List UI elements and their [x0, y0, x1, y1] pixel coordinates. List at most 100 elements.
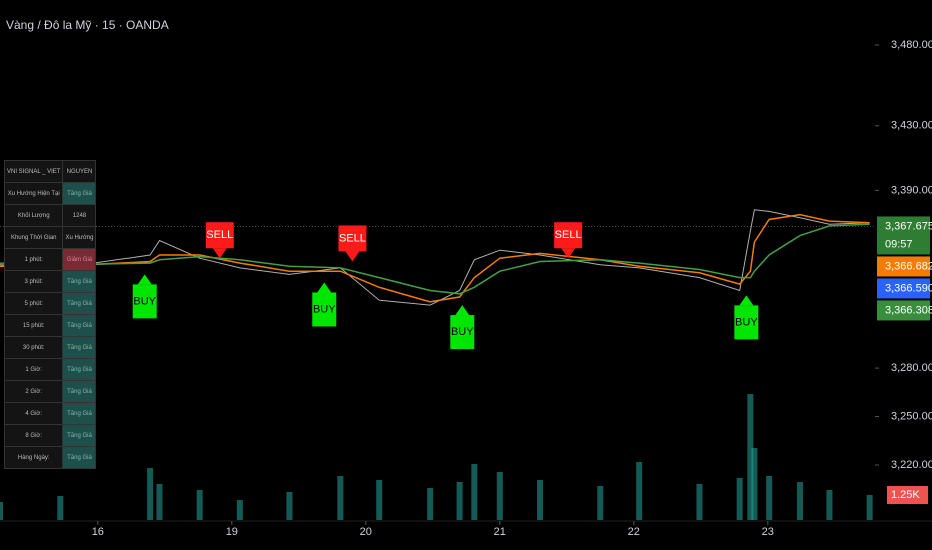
y-tick-label: 3,220.000 [891, 459, 932, 471]
volume-bar [471, 464, 478, 520]
signal-marker [455, 305, 470, 316]
table-row: Hàng Ngày: Tăng Giá [3, 446, 97, 469]
volume-bar [147, 468, 154, 520]
volume-bar [337, 476, 344, 520]
volume-bar [597, 486, 604, 520]
volume-bar [796, 482, 803, 520]
table-cell: Giảm Giá [62, 248, 97, 271]
volume-bar [747, 394, 754, 520]
table-cell: Tăng Giá [62, 358, 97, 381]
table-row: 1 Giờ: Tăng Giá [3, 358, 97, 381]
price-label: 3,366.590 [885, 282, 932, 294]
x-tick-label: 19 [226, 526, 238, 538]
signal-box [450, 315, 475, 350]
price-label-box [877, 216, 930, 255]
volume-bar [636, 462, 643, 520]
volume-bar [826, 490, 833, 520]
volume-bar [196, 490, 203, 520]
table-cell: 2 Giờ: [3, 380, 64, 403]
price-label: 3,367.675 [885, 220, 932, 232]
table-cell: Tăng Giá [62, 380, 97, 403]
table-row: 4 Giờ: Tăng Giá [3, 402, 97, 425]
signal-label: SELL [555, 229, 582, 241]
y-tick-label: 3,280.000 [891, 362, 932, 374]
price-label-box [877, 278, 930, 299]
table-cell: Tăng Giá [62, 292, 97, 315]
x-tick-label: 22 [628, 526, 640, 538]
table-cell: Tăng Giá [62, 336, 97, 359]
volume-bar [0, 502, 3, 520]
table-cell: 1 phút: [3, 248, 64, 271]
signal-box [734, 305, 759, 340]
table-row: 2 Giờ: Tăng Giá [3, 380, 97, 403]
chart-title: Vàng / Đô la Mỹ · 15 · OANDA [6, 18, 169, 32]
signal-label: SELL [339, 232, 366, 244]
signal-label: BUY [451, 326, 474, 338]
signal-marker [317, 282, 332, 293]
table-cell: NGUYEN [62, 160, 97, 183]
y-tick-label: 3,390.000 [891, 184, 932, 196]
table-cell: Tăng Giá [62, 424, 97, 447]
price-label-box [877, 300, 930, 321]
countdown-label: 09:57 [885, 238, 913, 250]
volume-bar [496, 472, 503, 520]
x-tick-label: 23 [762, 526, 774, 538]
table-cell: 8 Giờ: [3, 424, 64, 447]
table-cell: 5 phút: [3, 292, 64, 315]
signal-label: BUY [313, 303, 336, 315]
signal-box [312, 292, 337, 327]
signal-label: BUY [735, 316, 758, 328]
signal-box [554, 222, 583, 249]
y-tick-label: 3,480.000 [891, 39, 932, 51]
signal-marker [561, 248, 576, 259]
volume-label-box [887, 486, 928, 504]
table-cell: 30 phút: [3, 336, 64, 359]
table-cell: Tăng Giá [62, 182, 97, 205]
table-cell: 1248 [62, 204, 97, 227]
price-label: 3,366.308 [885, 304, 932, 316]
buy-signal: BUY [734, 295, 759, 340]
y-tick-label: 3,430.000 [891, 120, 932, 132]
buy-signal: BUY [132, 274, 157, 319]
signal-marker [212, 248, 227, 259]
signal-table: VNI SIGNAL _ VIET NGUYEN Xu Hướng Hiện Tại… [3, 160, 97, 469]
volume-bar [751, 448, 758, 520]
x-tick-label: 16 [92, 526, 104, 538]
signal-marker [137, 274, 152, 285]
x-tick-label: 21 [494, 526, 506, 538]
volume-bar [866, 495, 873, 520]
x-tick-label: 20 [360, 526, 372, 538]
signal-marker [739, 295, 754, 306]
table-cell: Khối Lượng [3, 204, 64, 227]
signal-box [132, 284, 157, 319]
table-cell: 1 Giờ: [3, 358, 64, 381]
sell-signal: SELL [554, 222, 583, 259]
buy-signal: BUY [312, 282, 337, 327]
y-tick-label: 3,250.000 [891, 410, 932, 422]
volume-bar [696, 484, 703, 520]
table-cell: 3 phút: [3, 270, 64, 293]
table-cell: 4 Giờ: [3, 402, 64, 425]
table-row: 3 phút: Tăng Giá [3, 270, 97, 293]
price-label: 3,366.682 [885, 260, 932, 272]
table-cell: VNI SIGNAL _ VIET [3, 160, 64, 183]
sell-signal: SELL [205, 222, 234, 259]
price-series-line [0, 213, 870, 303]
volume-bar [286, 492, 293, 520]
buy-signal: BUY [450, 305, 475, 350]
table-row: 30 phút: Tăng Giá [3, 336, 97, 359]
table-cell: Tăng Giá [62, 446, 97, 469]
table-row: VNI SIGNAL _ VIET NGUYEN [3, 160, 97, 183]
table-row: Khung Thời Gian Xu Hướng [3, 226, 97, 249]
table-cell: Tăng Giá [62, 270, 97, 293]
signal-marker [345, 251, 360, 262]
signal-label: SELL [206, 229, 233, 241]
table-row: 15 phút: Tăng Giá [3, 314, 97, 337]
table-cell: Tăng Giá [62, 314, 97, 337]
volume-bar [736, 478, 743, 520]
table-row: 8 Giờ: Tăng Giá [3, 424, 97, 447]
signal-box [338, 225, 367, 252]
